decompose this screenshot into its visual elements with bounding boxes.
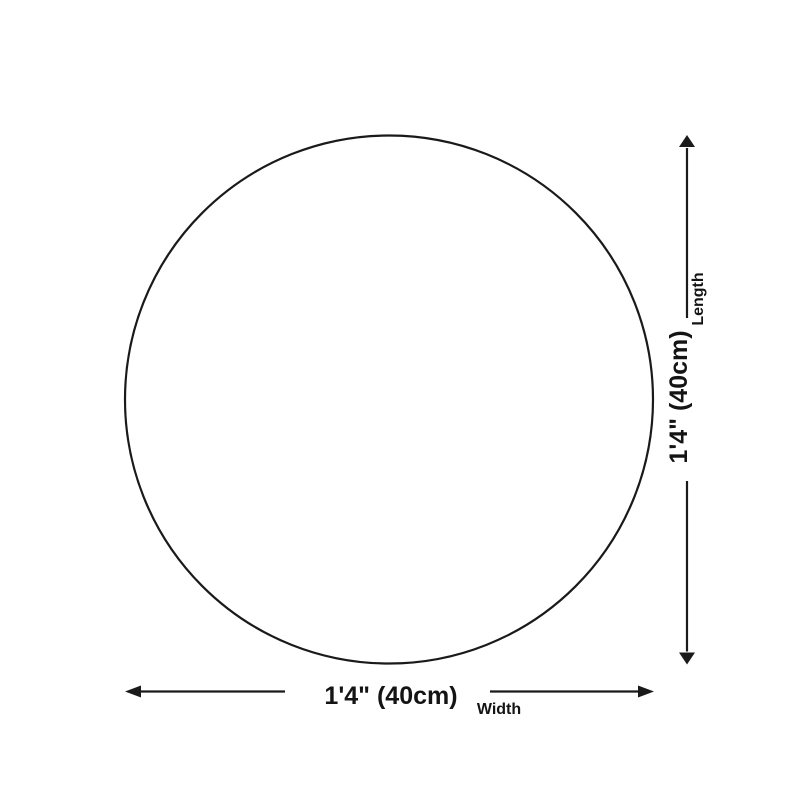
svg-text:Length: Length	[690, 272, 707, 325]
svg-text:1'4" (40cm): 1'4" (40cm)	[665, 330, 693, 463]
svg-text:1'4" (40cm): 1'4" (40cm)	[324, 682, 457, 710]
svg-text:Width: Width	[477, 701, 521, 718]
